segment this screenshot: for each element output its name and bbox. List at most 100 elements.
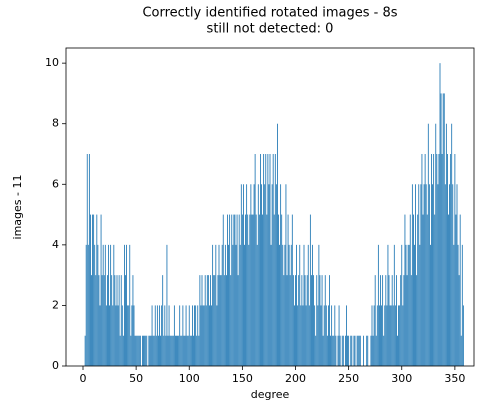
bar xyxy=(166,244,168,366)
bar xyxy=(459,214,461,366)
bar xyxy=(244,244,245,366)
bar xyxy=(148,335,150,366)
bar xyxy=(402,305,404,366)
bar xyxy=(228,244,229,366)
bar xyxy=(291,214,293,366)
bar xyxy=(303,244,305,366)
bar xyxy=(438,154,440,366)
bar xyxy=(268,184,270,366)
bar xyxy=(163,335,165,366)
bar xyxy=(230,275,232,366)
bar xyxy=(129,244,131,366)
bar xyxy=(108,244,109,366)
bar xyxy=(287,214,289,366)
bar xyxy=(223,275,225,366)
bar xyxy=(326,335,328,366)
bar xyxy=(278,214,279,366)
bar xyxy=(317,305,319,366)
bar xyxy=(309,214,311,366)
bar xyxy=(202,305,204,366)
y-tick-label: 4 xyxy=(52,238,59,251)
bar xyxy=(311,275,312,366)
bar xyxy=(353,335,355,366)
bar xyxy=(422,214,424,366)
bar xyxy=(175,335,176,366)
bar xyxy=(161,305,163,366)
bar xyxy=(358,335,360,366)
bar xyxy=(176,335,177,366)
bar xyxy=(169,335,171,366)
bar xyxy=(375,335,377,366)
bar xyxy=(391,275,393,366)
bar xyxy=(292,275,294,366)
bar xyxy=(150,335,152,366)
y-tick-label: 2 xyxy=(52,298,59,311)
bar xyxy=(371,305,373,366)
bar xyxy=(200,305,202,366)
bar xyxy=(104,244,106,366)
bar xyxy=(185,305,187,366)
bar xyxy=(372,335,374,366)
bar xyxy=(273,214,275,366)
bar xyxy=(442,93,444,366)
bar xyxy=(183,335,185,366)
bar xyxy=(221,244,223,366)
bar xyxy=(137,335,139,366)
bar xyxy=(428,184,430,366)
bar xyxy=(426,214,428,366)
bar xyxy=(454,154,456,366)
bar xyxy=(424,154,426,366)
bar xyxy=(125,275,126,366)
bar xyxy=(250,184,252,366)
bar xyxy=(195,305,197,366)
bar xyxy=(139,335,141,366)
bar xyxy=(248,244,250,366)
bar xyxy=(348,335,350,366)
bar xyxy=(96,214,98,366)
bar xyxy=(297,305,299,366)
bar xyxy=(433,154,435,366)
bar xyxy=(199,275,201,366)
bar xyxy=(162,275,164,366)
bar xyxy=(154,305,156,366)
bar xyxy=(341,335,343,366)
bar xyxy=(207,275,209,366)
bar xyxy=(153,335,155,366)
bar xyxy=(448,214,449,366)
bar xyxy=(92,214,93,366)
bar xyxy=(86,154,88,366)
bar xyxy=(124,244,125,366)
bar xyxy=(151,305,153,366)
bar xyxy=(288,244,290,366)
bar xyxy=(286,275,288,366)
bar xyxy=(350,335,352,366)
bar xyxy=(296,244,297,366)
bar xyxy=(167,335,169,366)
bar xyxy=(338,305,340,366)
bar xyxy=(392,305,394,366)
bar xyxy=(105,305,107,366)
bar xyxy=(451,123,453,366)
bar xyxy=(356,335,358,366)
bar xyxy=(272,154,274,366)
bar xyxy=(101,275,103,366)
bar xyxy=(91,275,92,366)
bar xyxy=(97,244,99,366)
bar xyxy=(300,305,302,366)
bar xyxy=(246,184,248,366)
bar xyxy=(146,335,148,366)
bar xyxy=(447,154,448,366)
bar xyxy=(133,305,135,366)
bar xyxy=(307,244,309,366)
bar xyxy=(103,275,105,366)
x-tick-label: 0 xyxy=(80,372,87,385)
bar xyxy=(115,305,117,366)
bar xyxy=(229,214,231,366)
bar xyxy=(313,275,314,366)
bar xyxy=(165,335,167,366)
bar xyxy=(180,335,182,366)
bar xyxy=(126,244,127,366)
bar xyxy=(209,305,210,366)
bar xyxy=(374,275,376,366)
